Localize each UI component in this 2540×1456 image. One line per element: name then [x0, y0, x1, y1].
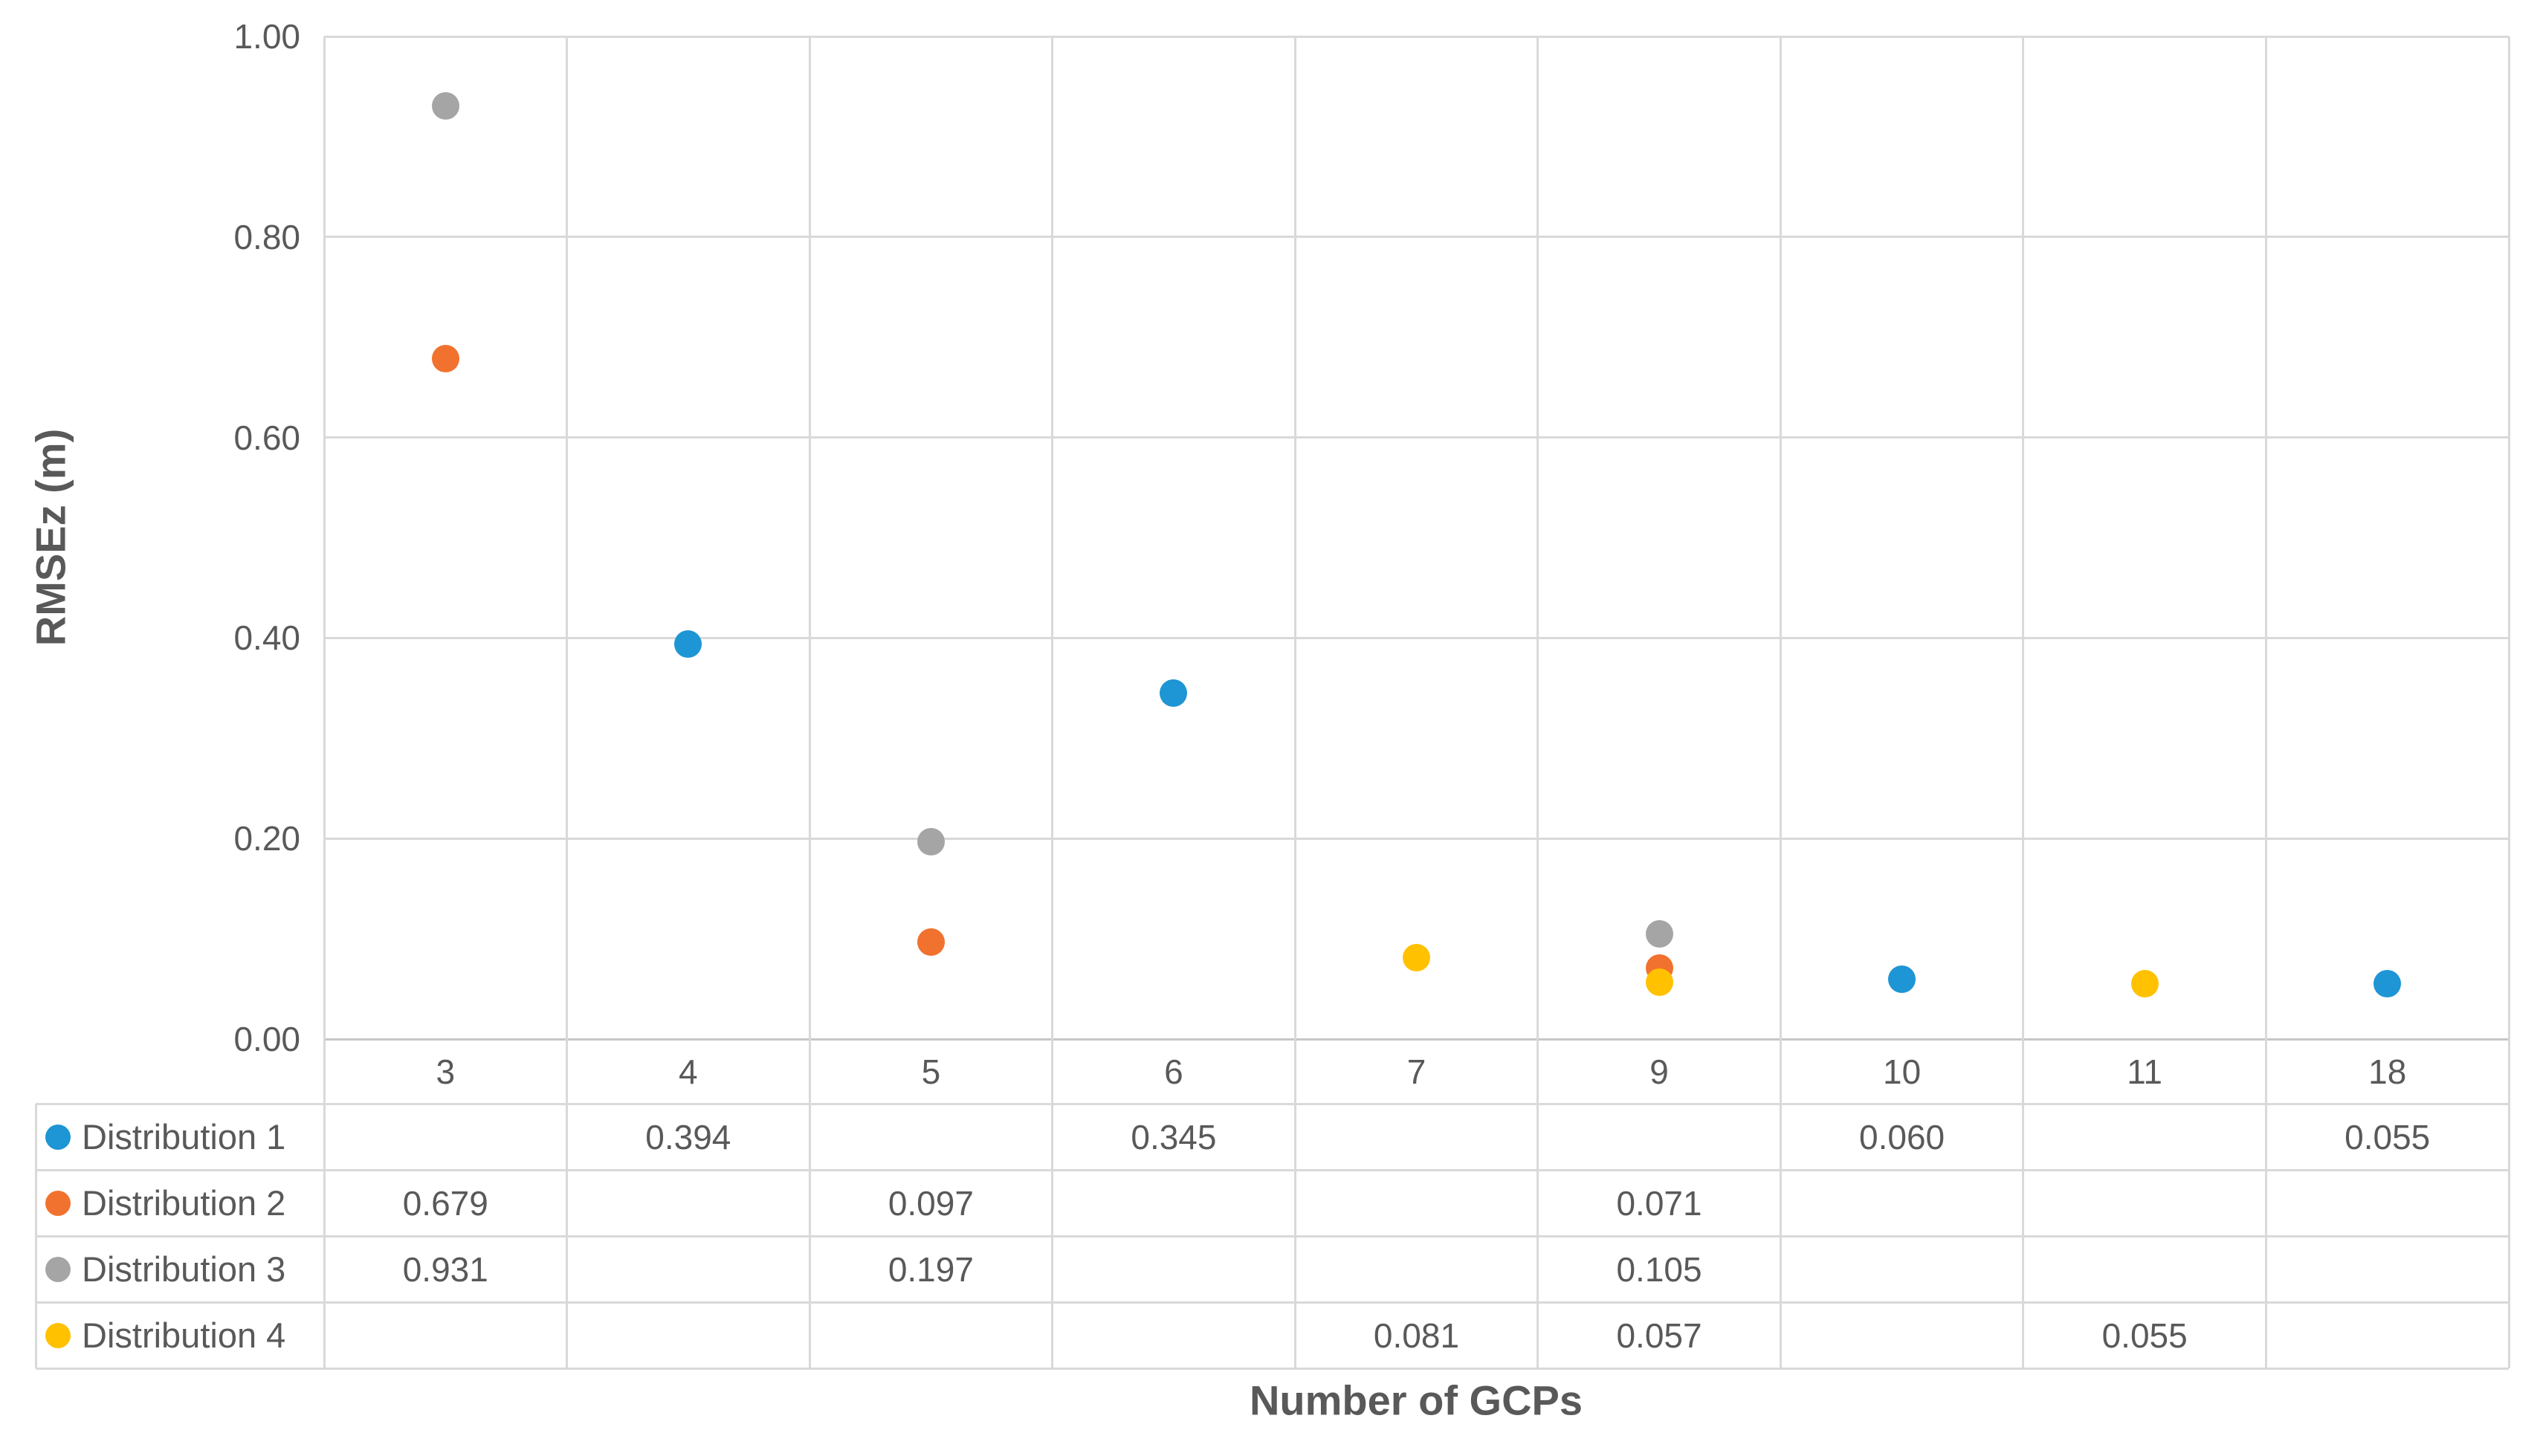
v-gridline — [808, 36, 811, 1368]
point-distribution-1 — [1888, 965, 1916, 993]
v-gridline — [1536, 36, 1539, 1368]
y-tick-label: 1.00 — [233, 17, 300, 56]
legend-key-distribution-1: Distribution 1 — [36, 1104, 324, 1170]
point-distribution-2 — [431, 344, 459, 372]
table-row-border — [36, 1367, 2509, 1370]
point-distribution-2 — [917, 928, 945, 956]
legend-label: Distribution 2 — [82, 1183, 286, 1223]
value-cell: 0.055 — [2101, 1316, 2188, 1355]
value-cell: 0.057 — [1616, 1316, 1702, 1355]
value-cell: 0.055 — [2345, 1117, 2431, 1156]
legend-swatch-icon — [45, 1322, 71, 1348]
plot-right-border — [2507, 36, 2510, 1368]
value-cell: 0.060 — [1859, 1117, 1945, 1156]
x-axis-line — [324, 1038, 2509, 1041]
category-label: 3 — [436, 1052, 456, 1091]
table-row-border — [36, 1168, 2509, 1171]
value-cell: 0.105 — [1616, 1249, 1702, 1289]
plot-left-border — [323, 36, 326, 1368]
category-label: 7 — [1406, 1052, 1426, 1091]
point-distribution-4 — [2130, 970, 2159, 998]
y-tick-label: 0.40 — [233, 618, 300, 658]
h-gridline — [324, 35, 2509, 38]
table-row-border — [36, 1102, 2509, 1105]
value-cell: 0.197 — [888, 1249, 974, 1289]
v-gridline — [1779, 36, 1782, 1368]
category-label: 9 — [1649, 1052, 1669, 1091]
legend-key-distribution-2: Distribution 2 — [36, 1170, 324, 1236]
h-gridline — [324, 636, 2509, 639]
category-label: 5 — [921, 1052, 941, 1091]
h-gridline — [324, 436, 2509, 439]
value-cell: 0.931 — [402, 1249, 488, 1289]
legend-key-distribution-4: Distribution 4 — [36, 1302, 324, 1368]
legend-key-distribution-3: Distribution 3 — [36, 1236, 324, 1302]
category-label: 4 — [679, 1052, 698, 1091]
value-cell: 0.071 — [1616, 1183, 1702, 1223]
v-gridline — [2022, 36, 2025, 1368]
point-distribution-1 — [674, 630, 702, 658]
value-cell: 0.097 — [888, 1183, 974, 1223]
point-distribution-4 — [1403, 944, 1430, 972]
value-cell: 0.679 — [402, 1183, 488, 1223]
category-label: 11 — [2127, 1052, 2163, 1091]
v-gridline — [566, 36, 569, 1368]
point-distribution-1 — [1160, 679, 1188, 708]
point-distribution-3 — [1645, 919, 1673, 948]
point-distribution-4 — [1645, 968, 1673, 996]
legend-label: Distribution 3 — [82, 1249, 286, 1289]
category-label: 6 — [1164, 1052, 1183, 1091]
y-tick-label: 0.80 — [233, 217, 300, 256]
h-gridline — [324, 837, 2509, 840]
legend-swatch-icon — [45, 1256, 71, 1282]
category-label: 18 — [2368, 1052, 2407, 1091]
value-cell: 0.345 — [1131, 1117, 1217, 1156]
legend-swatch-icon — [45, 1124, 71, 1150]
v-gridline — [1293, 36, 1296, 1368]
y-tick-label: 0.00 — [233, 1020, 300, 1058]
legend-swatch-icon — [45, 1190, 71, 1216]
x-axis-title: Number of GCPs — [1249, 1376, 1583, 1424]
v-gridline — [2264, 36, 2267, 1368]
point-distribution-3 — [917, 827, 945, 855]
point-distribution-3 — [431, 91, 459, 120]
v-gridline — [1051, 36, 1054, 1368]
y-axis-title: RMSEz (m) — [27, 428, 74, 647]
y-tick-label: 0.60 — [233, 418, 300, 457]
point-distribution-1 — [2373, 970, 2402, 998]
value-cell: 0.394 — [645, 1117, 731, 1156]
legend-label: Distribution 1 — [82, 1117, 286, 1156]
legend-label: Distribution 4 — [82, 1316, 286, 1355]
value-cell: 0.081 — [1373, 1316, 1460, 1355]
h-gridline — [324, 236, 2509, 239]
table-row-border — [36, 1235, 2509, 1237]
y-tick-label: 0.20 — [233, 819, 300, 858]
table-row-border — [36, 1301, 2509, 1304]
category-label: 10 — [1883, 1052, 1922, 1091]
